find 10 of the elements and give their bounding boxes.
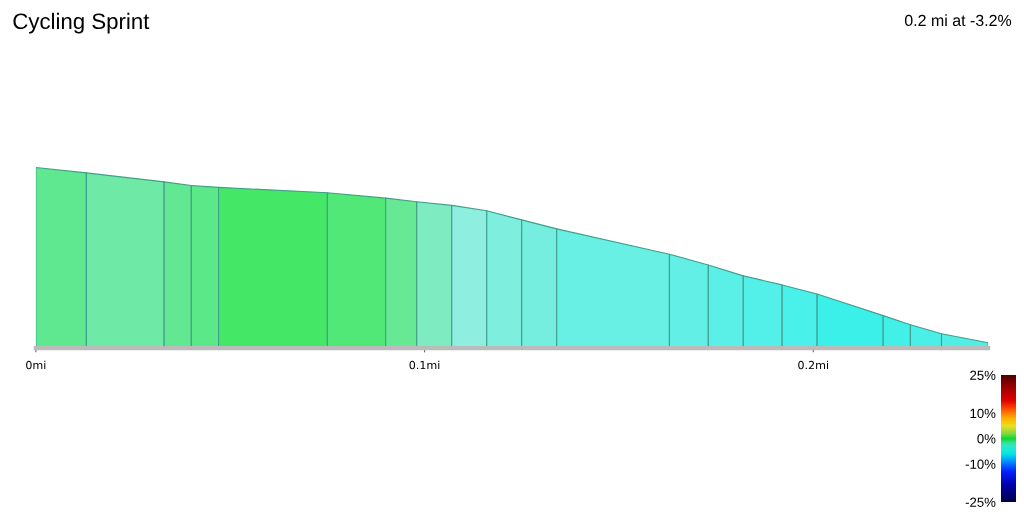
chart-subtitle: 0.2 mi at -3.2% <box>904 14 1012 27</box>
x-tick-label: 0.2mi <box>798 360 828 370</box>
x-tick-label: 0mi <box>26 360 46 370</box>
color-bar-label: -10% <box>965 459 996 469</box>
color-bar-label: -25% <box>965 497 996 507</box>
color-bar-label: 10% <box>970 408 996 419</box>
chart-title: Cycling Sprint <box>13 12 150 34</box>
x-tick-label: 0.1mi <box>409 360 440 370</box>
color-bar-label: 0% <box>977 434 996 444</box>
color-bar-label: 25% <box>970 370 996 380</box>
